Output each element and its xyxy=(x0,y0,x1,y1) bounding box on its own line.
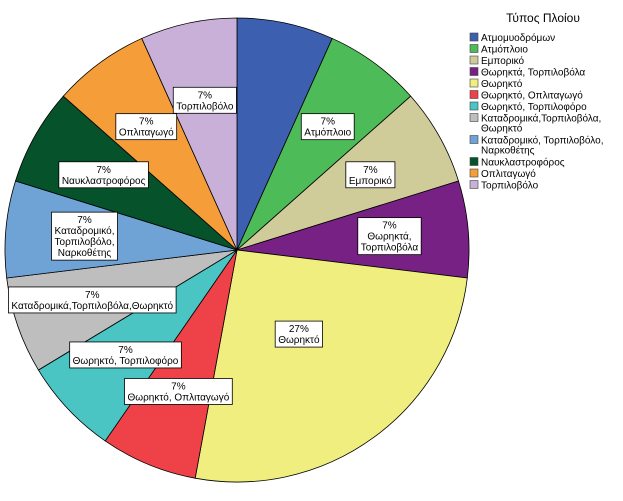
slice-label-name: Οπλιταγωγό xyxy=(119,127,174,139)
slice-label-percent: 7% xyxy=(118,345,133,356)
slice-label-name: Τορπιλοβόλα xyxy=(361,242,419,254)
slice-label-3: 7%Θωρηκτά,Τορπιλοβόλα xyxy=(357,217,422,256)
legend-label: Θωρηκτά, Τορπιλοβόλα xyxy=(481,67,585,79)
slice-label-11: 7%Τορπιλοβόλο xyxy=(172,86,237,114)
legend-label: Ατμόπλοιο xyxy=(481,44,528,56)
legend-swatch xyxy=(469,157,479,166)
legend-item-0: Ατμομυοδρόμων xyxy=(469,32,555,44)
slice-label-percent: 7% xyxy=(382,221,397,232)
legend-item-10: Οπλιταγωγό xyxy=(469,168,536,180)
legend-label: Καταδρομικό, Τορπιλοβόλο, xyxy=(481,135,604,147)
legend-item-8: Καταδρομικό, Τορπιλοβόλο,Ναρκοθέτης xyxy=(469,135,604,157)
slice-label-name: Ναυκλαστροφόρος xyxy=(62,175,146,187)
pie-slice-11 xyxy=(141,17,238,251)
slice-label-percent: 7% xyxy=(321,117,336,128)
legend-item-7: Καταδρομικά,Τορπιλοβόλα,Θωρηκτό xyxy=(469,113,601,135)
legend-item-4: Θωρηκτό xyxy=(469,78,523,90)
slice-label-name: Θωρηκτό, Τορπιλοφόρο xyxy=(73,355,179,367)
legend-swatch xyxy=(469,135,479,144)
legend-label: Θωρηκτό xyxy=(481,78,523,90)
legend-swatch xyxy=(469,67,479,76)
slice-label-name: Θωρηκτά, xyxy=(367,231,411,243)
slice-label-percent: 7% xyxy=(171,381,186,392)
slice-label-10: 7%Οπλιταγωγό xyxy=(115,113,178,141)
legend-item-11: Τορπιλοβόλο xyxy=(469,180,539,192)
legend-title: Τύπος Πλοίου xyxy=(506,11,580,25)
slice-label-name: Τορπιλοβόλο xyxy=(176,100,234,112)
legend-swatch xyxy=(469,180,479,189)
legend-label: Καταδρομικά,Τορπιλοβόλα, xyxy=(481,113,601,125)
slice-label-name: Εμπορικό xyxy=(349,175,393,187)
slice-label-percent: 7% xyxy=(139,117,154,128)
legend-item-6: Θωρηκτό, Τορπιλοφόρο xyxy=(469,101,587,113)
legend-swatch xyxy=(469,101,479,111)
legend-item-3: Θωρηκτά, Τορπιλοβόλα xyxy=(469,67,585,79)
slice-label-name: Θωρηκτό, Οπλιταγωγό xyxy=(128,391,230,403)
legend-label: Ναυκλαστροφόρος xyxy=(481,157,565,169)
slice-label-name: Θωρηκτό xyxy=(278,334,320,346)
slice-label-percent: 7% xyxy=(85,290,100,301)
legend-label: Οπλιταγωγό xyxy=(481,168,536,180)
slice-label-2: 7%Εμπορικό xyxy=(345,161,396,189)
legend-label: Ατμομυοδρόμων xyxy=(481,32,555,44)
pie-slice-4 xyxy=(194,249,468,483)
slice-label-percent: 7% xyxy=(77,215,92,226)
slice-label-7: 7%Καταδρομικά,Τορπιλοβόλα,Θωρηκτό xyxy=(8,286,177,314)
slice-label-percent: 7% xyxy=(363,165,378,176)
slice-label-percent: 7% xyxy=(198,90,213,101)
slice-label-name: Καταδρομικά,Τορπιλοβόλα,Θωρηκτό xyxy=(11,300,173,312)
slice-label-name: Ναρκοθέτης xyxy=(58,247,112,259)
legend-label: Τορπιλοβόλο xyxy=(481,180,539,192)
slice-label-name: Τορπιλοβόλο, xyxy=(55,236,115,248)
slice-label-5: 7%Θωρηκτό, Οπλιταγωγό xyxy=(124,378,233,405)
legend-item-2: Εμπορικό xyxy=(469,55,525,67)
slice-label-percent: 27% xyxy=(289,324,309,335)
slice-labels: 7%Ατμόπλοιο7%Εμπορικό7%Θωρηκτά,Τορπιλοβό… xyxy=(8,86,422,405)
legend-item-5: Θωρηκτό, Οπλιταγωγό xyxy=(469,90,583,102)
slice-label-percent: 7% xyxy=(96,165,111,176)
legend-label: Θωρηκτό, Τορπιλοφόρο xyxy=(481,101,587,113)
legend-label: Εμπορικό xyxy=(481,55,525,67)
legend-swatch xyxy=(469,78,479,88)
legend-swatch xyxy=(469,55,479,65)
slice-label-4: 27%Θωρηκτό xyxy=(274,320,323,348)
legend-swatch xyxy=(469,113,479,122)
legend-swatch xyxy=(469,168,479,178)
legend-label: Θωρηκτό xyxy=(481,123,523,135)
legend-swatch xyxy=(469,44,479,53)
legend-swatch xyxy=(469,90,479,99)
legend-label: Θωρηκτό, Οπλιταγωγό xyxy=(481,90,583,102)
legend-item-1: Ατμόπλοιο xyxy=(469,44,528,56)
slice-label-name: Καταδρομικό, xyxy=(55,225,115,237)
slice-label-9: 7%Ναυκλαστροφόρος xyxy=(58,161,149,189)
slice-label-name: Ατμόπλοιο xyxy=(304,127,351,139)
slice-label-8: 7%Καταδρομικό,Τορπιλοβόλο,Ναρκοθέτης xyxy=(51,211,118,261)
slice-label-6: 7%Θωρηκτό, Τορπιλοφόρο xyxy=(69,341,182,369)
legend-swatch xyxy=(469,32,479,42)
slice-label-1: 7%Ατμόπλοιο xyxy=(300,113,355,141)
legend: Τύπος Πλοίου ΑτμομυοδρόμωνΑτμόπλοιοΕμπορ… xyxy=(469,11,604,192)
legend-item-9: Ναυκλαστροφόρος xyxy=(469,157,565,169)
legend-label: Ναρκοθέτης xyxy=(481,145,535,157)
